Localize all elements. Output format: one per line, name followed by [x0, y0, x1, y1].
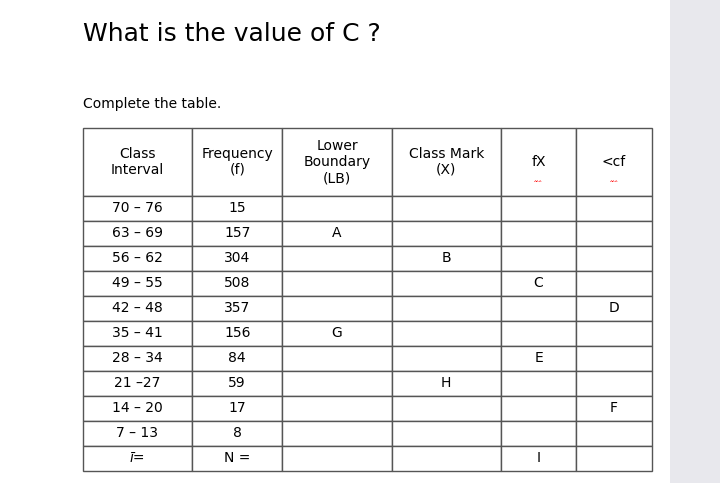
Text: 63 – 69: 63 – 69 — [112, 226, 163, 240]
Text: Lower
Boundary
(LB): Lower Boundary (LB) — [304, 139, 371, 185]
Text: C: C — [534, 276, 544, 290]
Text: N =: N = — [224, 452, 251, 466]
Text: F: F — [610, 401, 618, 415]
Text: 508: 508 — [224, 276, 251, 290]
Text: Complete the table.: Complete the table. — [83, 97, 221, 111]
Text: 49 – 55: 49 – 55 — [112, 276, 163, 290]
Text: Class Mark
(X): Class Mark (X) — [409, 147, 484, 177]
Text: A: A — [333, 226, 342, 240]
Text: fX: fX — [531, 155, 546, 169]
Text: 21 –27: 21 –27 — [114, 376, 161, 390]
Text: 59: 59 — [228, 376, 246, 390]
Text: 357: 357 — [224, 301, 251, 315]
Text: 8: 8 — [233, 426, 242, 440]
Text: 84: 84 — [228, 351, 246, 365]
Text: ‸‸‸: ‸‸‸ — [534, 173, 543, 182]
Text: 42 – 48: 42 – 48 — [112, 301, 163, 315]
Text: 56 – 62: 56 – 62 — [112, 251, 163, 265]
Text: 304: 304 — [224, 251, 251, 265]
Text: 15: 15 — [228, 201, 246, 215]
Text: 35 – 41: 35 – 41 — [112, 327, 163, 340]
Text: 17: 17 — [228, 401, 246, 415]
Text: H: H — [441, 376, 451, 390]
Text: I: I — [536, 452, 541, 466]
Text: 157: 157 — [224, 226, 251, 240]
Text: ī=: ī= — [130, 452, 145, 466]
Text: ‸‸‸: ‸‸‸ — [610, 173, 618, 182]
Text: What is the value of C ?: What is the value of C ? — [83, 22, 381, 46]
Text: B: B — [441, 251, 451, 265]
Text: <cf: <cf — [602, 155, 626, 169]
Text: E: E — [534, 351, 543, 365]
Text: 14 – 20: 14 – 20 — [112, 401, 163, 415]
Text: Frequency
(f): Frequency (f) — [202, 147, 273, 177]
Text: G: G — [332, 327, 343, 340]
Text: 70 – 76: 70 – 76 — [112, 201, 163, 215]
Text: D: D — [608, 301, 619, 315]
Text: 156: 156 — [224, 327, 251, 340]
Text: 7 – 13: 7 – 13 — [117, 426, 158, 440]
Text: Class
Interval: Class Interval — [111, 147, 164, 177]
Text: 28 – 34: 28 – 34 — [112, 351, 163, 365]
